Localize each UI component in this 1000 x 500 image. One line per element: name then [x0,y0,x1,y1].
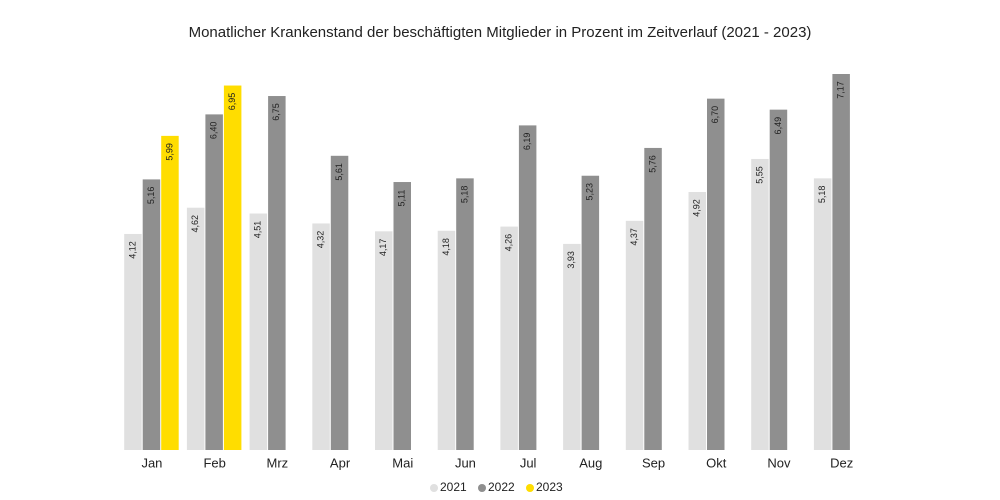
bar [518,125,537,451]
x-tick-label: Mrz [267,455,289,470]
bar [707,98,725,450]
bar [330,155,349,450]
bar [124,233,142,450]
value-label: 4,17 [378,239,388,257]
value-label: 3,93 [566,251,576,269]
bar [312,223,330,450]
x-tick-label: Dez [830,455,853,470]
legend-label: 2021 [440,480,467,494]
value-label: 4,92 [692,199,702,217]
value-label: 7,17 [836,81,846,99]
value-label: 5,99 [164,143,174,161]
value-label: 6,49 [773,117,783,135]
bar [751,158,769,450]
bar [268,96,286,450]
value-label: 5,11 [397,190,407,207]
value-label: 5,61 [334,163,344,181]
legend-label: 2023 [536,480,563,494]
bar [644,147,662,451]
value-label: 4,26 [504,234,514,252]
x-tick-label: Jan [141,455,162,470]
bar [249,213,268,450]
x-tick-label: Feb [203,455,225,470]
value-label: 4,51 [253,221,263,239]
value-label: 6,95 [227,93,237,111]
bar [161,135,179,450]
bar [393,182,411,450]
bar [205,114,223,450]
bar [186,207,205,450]
bar [769,109,788,450]
bar [813,178,832,450]
value-label: 5,55 [754,166,764,184]
chart-title: Monatlicher Krankenstand der beschäftigt… [189,24,812,41]
bar [437,230,456,450]
value-label: 6,70 [710,106,720,124]
bar [688,191,706,450]
x-tick-label: Apr [330,455,351,470]
bar [456,178,474,450]
value-label: 5,18 [459,186,469,204]
x-tick-label: Aug [579,455,602,470]
value-label: 5,18 [817,186,827,204]
bar [142,179,161,450]
value-label: 5,23 [585,183,595,201]
value-label: 4,62 [190,215,200,233]
x-tick-label: Okt [706,455,727,470]
bar [563,243,581,450]
legend-marker [478,484,486,492]
bar [625,220,644,450]
x-tick-label: Jun [455,455,476,470]
x-tick-label: Nov [767,455,791,470]
value-label: 5,76 [647,155,657,173]
bar [832,74,850,450]
legend-label: 2022 [488,480,515,494]
legend-marker [526,484,534,492]
value-label: 5,16 [146,187,156,205]
value-label: 6,75 [271,103,281,121]
bar [581,175,600,451]
value-label: 4,18 [441,238,451,256]
value-label: 6,40 [209,122,219,140]
bar [500,226,518,450]
value-label: 4,12 [127,241,137,259]
value-label: 6,19 [522,133,532,151]
legend-marker [430,484,438,492]
x-tick-label: Jul [520,455,537,470]
x-tick-label: Mai [392,455,413,470]
bar [223,85,242,450]
bar [375,231,393,450]
value-label: 4,32 [315,231,325,249]
value-label: 4,37 [629,228,639,246]
x-tick-label: Sep [642,455,665,470]
